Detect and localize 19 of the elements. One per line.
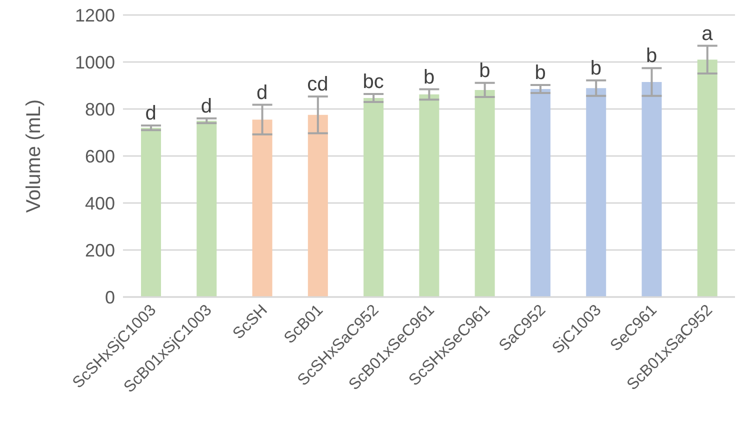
y-tick-label: 0: [104, 287, 115, 308]
annotation: bc: [362, 70, 384, 93]
annotation: b: [479, 60, 490, 82]
y-tick-label: 800: [84, 99, 115, 120]
y-tick-label: 400: [84, 193, 115, 214]
annotation: d: [200, 95, 212, 118]
annotation: b: [534, 62, 546, 84]
y-tick-label: 600: [84, 146, 115, 166]
annotation: d: [256, 82, 268, 104]
y-tick-label: 1200: [74, 5, 115, 26]
y-tick-label: 200: [84, 240, 115, 260]
annotation: b: [590, 57, 602, 80]
annotation: b: [423, 66, 435, 88]
y-tick-label: 1000: [74, 52, 115, 72]
y-axis-title: Volume (mL): [23, 99, 46, 213]
annotation: b: [646, 45, 658, 68]
annotation: a: [702, 22, 714, 45]
annotation: cd: [307, 74, 328, 96]
annotation: d: [145, 102, 156, 124]
